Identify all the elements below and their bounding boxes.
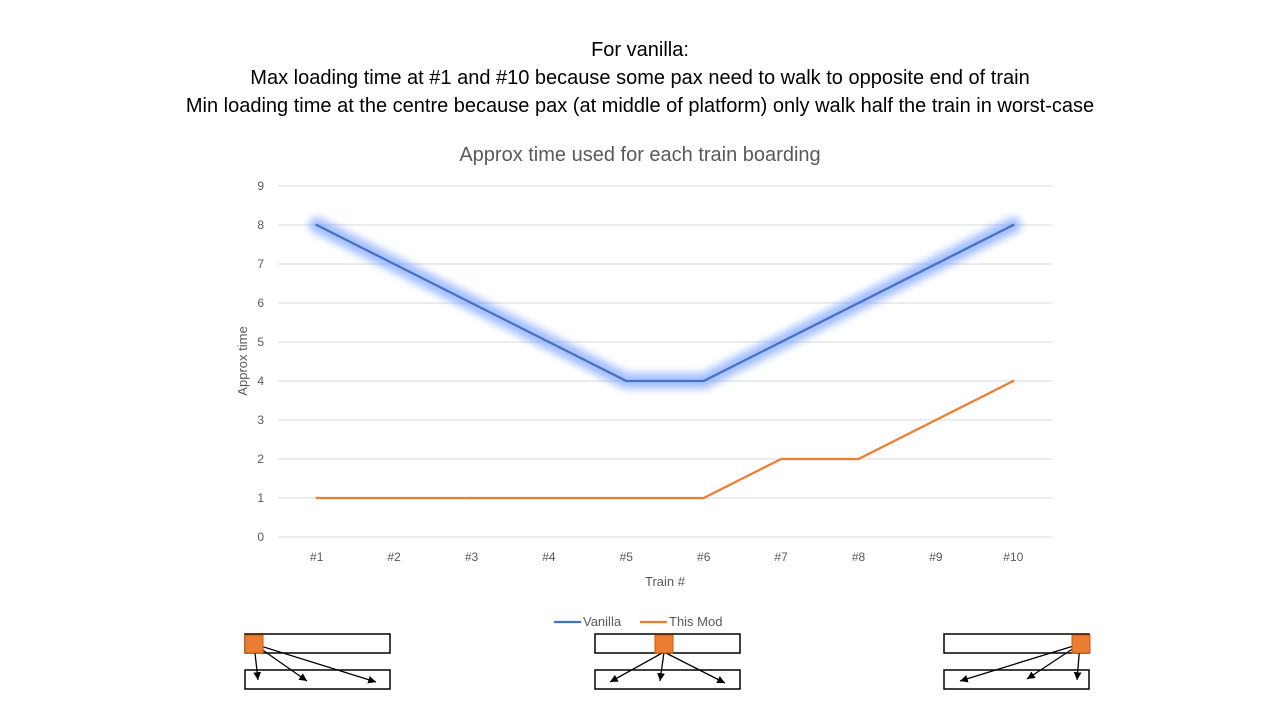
x-axis-title: Train #	[645, 574, 686, 589]
data-point	[857, 301, 860, 305]
y-tick-label: 1	[257, 491, 264, 505]
data-point	[1012, 379, 1015, 383]
x-axis-ticks: #1 #2 #3 #4 #5 #6 #7 #8 #9 #10	[310, 550, 1024, 564]
train-bottom-box	[943, 669, 1090, 690]
data-point	[392, 496, 396, 500]
slide-heading: For vanilla: Max loading time at #1 and …	[0, 36, 1280, 120]
x-tick-label: #5	[620, 550, 634, 564]
series-line	[316, 379, 1014, 500]
series-2	[315, 379, 1015, 500]
legend-label: Vanilla	[583, 614, 622, 629]
data-point	[779, 457, 783, 461]
data-point	[625, 496, 628, 500]
y-axis-ticks: 0 1 2 3 4 5 6 7 8 9	[257, 179, 264, 544]
y-tick-label: 8	[257, 218, 264, 232]
y-tick-label: 5	[257, 335, 264, 349]
y-tick-label: 4	[257, 374, 264, 388]
series-line	[316, 223, 1014, 383]
data-point	[934, 418, 938, 422]
chart-title: Approx time used for each train boarding	[459, 144, 820, 166]
data-point	[702, 496, 705, 500]
train-bottom-box	[244, 669, 391, 690]
y-tick-label: 7	[257, 257, 264, 271]
gridlines	[278, 185, 1052, 538]
x-tick-label: #10	[1003, 550, 1023, 564]
walk-arrow	[657, 651, 665, 682]
walk-arrow	[609, 651, 665, 683]
x-tick-label: #9	[929, 550, 943, 564]
y-tick-label: 3	[257, 413, 264, 427]
y-tick-label: 6	[257, 296, 264, 310]
y-tick-label: 0	[257, 530, 264, 544]
legend: Vanilla This Mod	[554, 614, 722, 629]
walk-arrow	[663, 651, 726, 684]
diagram-door-right	[943, 633, 1091, 690]
train-top-box	[943, 633, 1090, 654]
door-square	[1071, 634, 1091, 654]
door-square	[244, 634, 264, 654]
diagram-door-centre	[594, 633, 741, 690]
data-point	[547, 340, 551, 344]
data-point	[470, 496, 473, 500]
heading-line-1: For vanilla:	[591, 39, 689, 61]
door-square	[654, 634, 674, 654]
series-1	[308, 217, 1022, 389]
data-point	[547, 496, 551, 500]
y-tick-label: 9	[257, 179, 264, 193]
y-axis-title: Approx time	[235, 326, 250, 395]
data-point	[1012, 223, 1015, 227]
x-tick-label: #3	[465, 550, 479, 564]
x-tick-label: #2	[387, 550, 401, 564]
data-point	[934, 262, 938, 266]
x-tick-label: #7	[774, 550, 788, 564]
train-bottom-box	[594, 669, 741, 690]
heading-line-3: Min loading time at the centre because p…	[185, 95, 1095, 117]
diagram-door-left	[244, 633, 391, 690]
plot-series	[308, 217, 1022, 500]
data-point	[315, 223, 318, 227]
data-point	[857, 457, 860, 461]
x-tick-label: #8	[852, 550, 866, 564]
data-point	[702, 379, 705, 383]
data-point	[779, 340, 783, 344]
train-top-box	[244, 633, 391, 654]
x-tick-label: #1	[310, 550, 324, 564]
heading-line-2: Max loading time at #1 and #10 because s…	[250, 67, 1030, 89]
data-point	[392, 262, 396, 266]
walk-arrow	[253, 643, 377, 684]
x-tick-label: #6	[697, 550, 711, 564]
x-tick-label: #4	[542, 550, 556, 564]
data-point	[470, 301, 473, 305]
data-point	[625, 379, 628, 383]
legend-label: This Mod	[669, 614, 722, 629]
y-tick-label: 2	[257, 452, 264, 466]
legend-item-2: This Mod	[640, 614, 722, 629]
walk-arrow	[1026, 643, 1081, 680]
walk-arrow	[959, 643, 1081, 683]
legend-item-1: Vanilla	[554, 614, 622, 629]
data-point	[315, 496, 318, 500]
